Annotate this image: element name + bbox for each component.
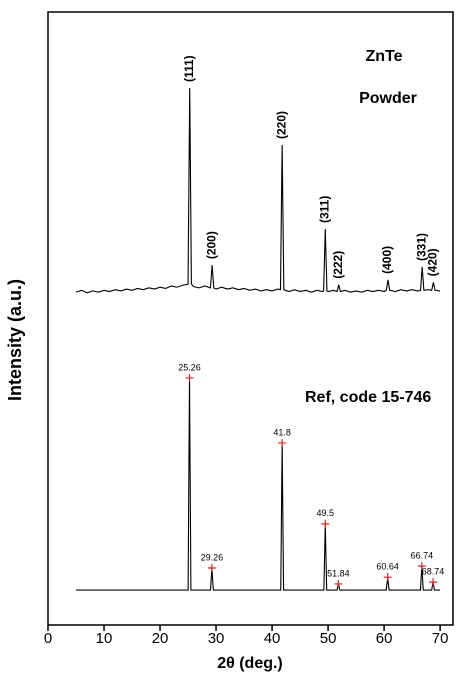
peak-marker	[207, 563, 216, 572]
x-tick-label: 10	[96, 630, 113, 647]
peak-label: 25.26	[178, 362, 201, 372]
chart-title: ZnTe	[365, 48, 402, 65]
peak-marker	[321, 519, 330, 528]
peak-annotation: (220)	[274, 111, 288, 139]
peak-marker	[278, 438, 287, 447]
peak-label: 68.74	[422, 566, 445, 576]
x-tick-label: 60	[376, 630, 393, 647]
peak-annotation: (222)	[331, 251, 345, 279]
peak-label: 41.8	[273, 427, 291, 437]
peak-annotation: (111)	[182, 55, 196, 82]
y-axis-label: Intensity (a.u.)	[5, 279, 25, 401]
series-label: Ref, code 15-746	[305, 389, 431, 406]
peak-label: 51.84	[327, 568, 350, 578]
peak-marker	[417, 562, 426, 571]
x-tick-label: 20	[152, 630, 169, 647]
x-axis-label: 2θ (deg.)	[217, 655, 283, 672]
peak-annotation: (331)	[414, 233, 428, 261]
peak-marker	[383, 573, 392, 582]
peak-marker	[185, 373, 194, 382]
x-tick-label: 50	[320, 630, 337, 647]
x-tick-label: 0	[44, 630, 52, 647]
peak-annotation: (420)	[426, 248, 440, 276]
peak-label: 66.74	[411, 551, 434, 561]
peak-annotation: (400)	[380, 246, 394, 274]
line-series	[75, 88, 441, 294]
peak-annotation: (311)	[317, 196, 331, 223]
plot-frame	[47, 11, 454, 626]
x-tick-label: 40	[264, 630, 281, 647]
x-tick-label: 30	[208, 630, 225, 647]
line-series	[76, 377, 441, 591]
peak-label: 49.5	[317, 508, 335, 518]
x-tick-label: 70	[432, 630, 449, 647]
peak-annotation: (200)	[204, 231, 218, 259]
series-label: Powder	[359, 90, 417, 107]
peak-label: 29.26	[201, 552, 224, 562]
peak-label: 60.64	[376, 562, 399, 572]
peak-marker	[429, 578, 438, 587]
peak-marker	[334, 579, 343, 588]
